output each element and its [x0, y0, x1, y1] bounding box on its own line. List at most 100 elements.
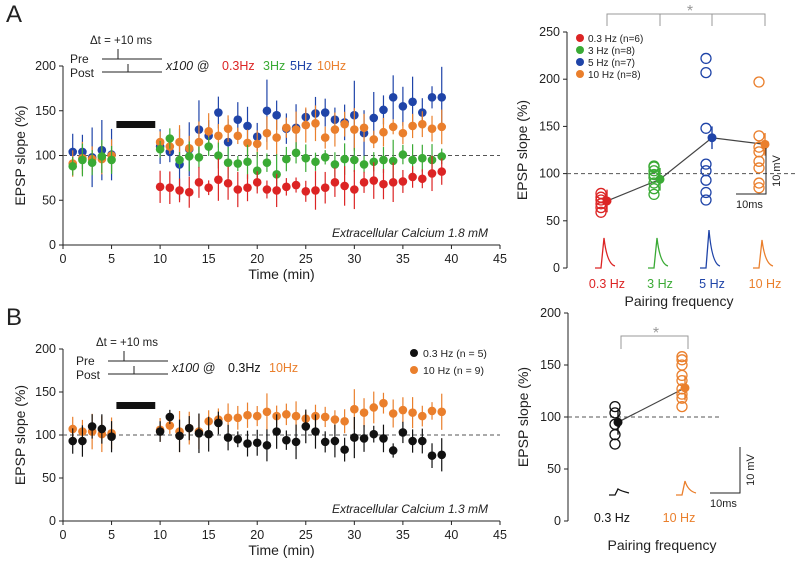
- y-axis-label: EPSP slope (%): [12, 105, 28, 205]
- y-tick-label: 0: [49, 238, 56, 252]
- data-point: [350, 433, 359, 442]
- significance-bracket: [606, 13, 766, 26]
- data-point: [87, 422, 97, 431]
- y-tick-label: 150: [540, 358, 561, 372]
- data-point: [175, 155, 184, 165]
- protocol-frequency-label: 0.3Hz: [222, 59, 255, 73]
- x-axis-label: Pairing frequency: [625, 293, 734, 309]
- data-point: [243, 183, 252, 193]
- x-tick-label: 45: [493, 528, 507, 542]
- data-point: [233, 413, 243, 423]
- data-point: [311, 118, 320, 128]
- data-point: [350, 125, 359, 134]
- data-point: [262, 158, 272, 167]
- data-point: [194, 152, 204, 162]
- individual-point: [595, 206, 607, 218]
- data-point: [223, 413, 233, 423]
- individual-point: [648, 165, 660, 177]
- data-point: [320, 183, 330, 193]
- x-tick-label: 20: [250, 528, 264, 542]
- individual-point: [700, 66, 712, 79]
- y-tick-label: 100: [540, 410, 561, 424]
- individual-point: [700, 174, 712, 186]
- y-tick-label: 50: [42, 193, 56, 207]
- data-point: [262, 441, 272, 450]
- epsp-trace-icon: [700, 229, 721, 269]
- data-point: [350, 155, 359, 165]
- individual-point: [753, 182, 765, 194]
- individual-point: [753, 130, 765, 142]
- y-tick-label: 0: [554, 514, 561, 528]
- y-tick-label: 100: [539, 167, 560, 181]
- data-point: [165, 134, 175, 143]
- individual-point: [700, 158, 712, 170]
- data-point: [437, 152, 447, 161]
- data-point: [223, 158, 233, 167]
- data-point: [291, 180, 301, 190]
- legend-marker: [410, 366, 418, 374]
- category-1: 3 Hz: [647, 160, 673, 291]
- data-point: [369, 135, 379, 144]
- data-point: [418, 153, 427, 163]
- data-point: [233, 159, 243, 168]
- mean-point: [680, 383, 690, 393]
- legend-label: 0.3 Hz (n = 5): [423, 348, 487, 360]
- data-point: [107, 155, 116, 165]
- x-tick-label: 10: [153, 528, 167, 542]
- data-point: [369, 113, 379, 123]
- individual-point: [700, 194, 712, 206]
- data-point: [97, 152, 107, 161]
- data-point: [398, 428, 408, 437]
- data-point: [388, 178, 398, 187]
- data-point: [272, 427, 281, 436]
- y-tick-label: 50: [547, 462, 561, 476]
- epsp-trace-icon: [676, 480, 697, 496]
- data-point: [408, 408, 417, 417]
- protocol-schematic: [108, 351, 168, 375]
- data-point: [369, 176, 379, 185]
- individual-point: [676, 354, 688, 366]
- data-point: [350, 185, 359, 194]
- mean-point: [613, 417, 623, 427]
- scale-bar: [736, 148, 767, 195]
- data-point: [68, 161, 78, 171]
- data-point: [369, 403, 379, 412]
- data-point: [282, 410, 291, 419]
- data-point: [243, 157, 252, 167]
- legend-label: 10 Hz (n=8): [588, 70, 641, 81]
- data-point: [359, 123, 369, 133]
- data-point: [155, 182, 165, 192]
- data-point: [388, 446, 398, 455]
- data-point: [243, 138, 252, 148]
- data-point: [214, 108, 223, 117]
- pairing-bar: [116, 402, 156, 409]
- legend-marker: [576, 58, 584, 66]
- category-label: 10 Hz: [663, 511, 696, 525]
- data-point: [408, 155, 417, 165]
- category-0: 0.3 Hz: [589, 187, 625, 291]
- panel-label: B: [6, 304, 22, 331]
- data-point: [437, 407, 447, 417]
- data-point: [97, 424, 107, 434]
- x-tick-label: 0: [60, 528, 67, 542]
- scale-bar-voltage: 10 mV: [745, 453, 757, 485]
- data-point: [311, 427, 320, 436]
- data-point: [252, 178, 262, 187]
- data-point: [359, 178, 369, 187]
- data-point: [330, 125, 340, 134]
- y-tick-label: 50: [546, 214, 560, 228]
- protocol-repeat-label: x100 @: [171, 361, 215, 375]
- y-tick-label: 200: [35, 342, 56, 356]
- data-point: [214, 151, 223, 160]
- individual-point: [676, 359, 688, 371]
- data-point: [204, 183, 213, 193]
- data-point: [165, 421, 175, 430]
- data-point: [233, 131, 243, 141]
- data-point: [204, 429, 213, 439]
- data-point: [330, 436, 340, 446]
- protocol-dt-label: Δt = +10 ms: [96, 337, 158, 349]
- x-tick-label: 15: [202, 252, 216, 266]
- data-point: [320, 412, 330, 422]
- legend-marker: [576, 46, 584, 54]
